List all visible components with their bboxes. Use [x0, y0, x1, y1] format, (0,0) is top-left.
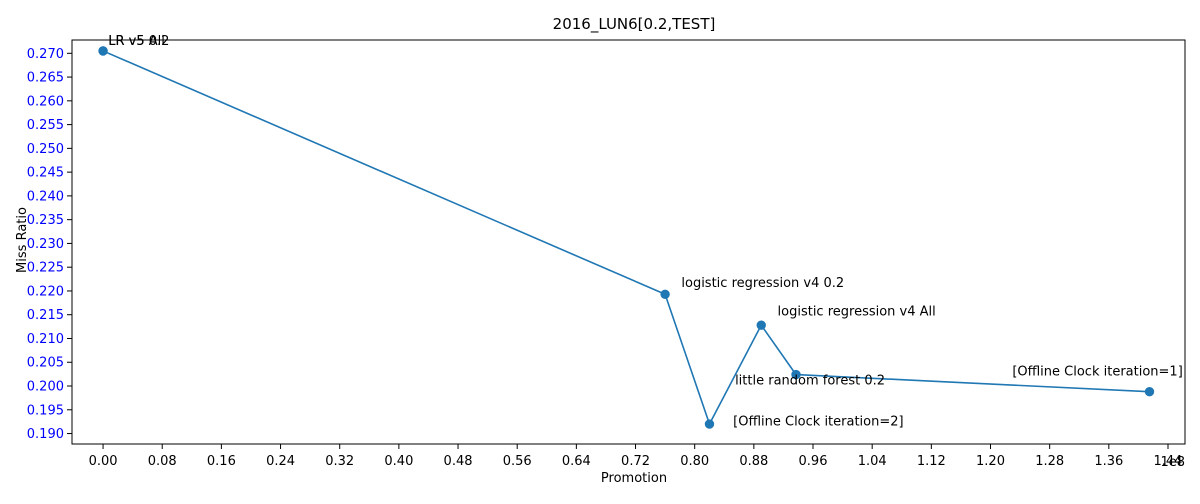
- x-axis-offset-text: 1e8: [1160, 455, 1185, 470]
- x-tick-label: 1.04: [858, 454, 887, 469]
- x-tick-label: 0.00: [89, 454, 118, 469]
- series-group: [98, 46, 1155, 429]
- y-tick-label: 0.260: [27, 94, 64, 109]
- x-tick-label: 0.96: [799, 454, 828, 469]
- chart-title: 2016_LUN6[0.2,TEST]: [553, 15, 716, 34]
- x-tick-label: 0.64: [562, 454, 591, 469]
- data-point: [756, 320, 766, 330]
- data-annotation: logistic regression v4 0.2: [681, 276, 844, 291]
- y-tick-label: 0.245: [27, 166, 64, 181]
- annotation-group: LR v5 0.2LR v5 All logistic regression v4…: [108, 34, 1183, 429]
- y-tick-label: 0.255: [27, 118, 64, 133]
- y-tick-label: 0.235: [27, 213, 64, 228]
- x-axis: 0.00 0.08 0.16 0.24 0.32 0.40 0.48 0.56 0.64 0.72…: [89, 444, 1183, 469]
- plot-area: [71, 39, 1186, 445]
- y-tick-label: 0.250: [27, 142, 64, 157]
- x-tick-label: 0.16: [207, 454, 236, 469]
- y-tick-label: 0.205: [27, 356, 64, 371]
- x-tick-label: 1.12: [917, 454, 946, 469]
- data-point: [98, 46, 108, 56]
- data-annotation: [Offline Clock iteration=1]: [1012, 365, 1182, 380]
- x-tick-label: 0.32: [325, 454, 354, 469]
- y-tick-label: 0.230: [27, 237, 64, 252]
- y-tick-label: 0.240: [27, 189, 64, 204]
- y-tick-label: 0.210: [27, 332, 64, 347]
- data-point: [1144, 387, 1155, 397]
- data-annotation: [Offline Clock iteration=2]: [733, 414, 903, 429]
- data-annotation: LR v5 All: [108, 34, 165, 49]
- y-tick-label: 0.190: [27, 427, 64, 442]
- x-tick-label: 0.88: [739, 454, 768, 469]
- data-point: [791, 369, 801, 380]
- y-tick-label: 0.200: [27, 380, 64, 395]
- x-tick-label: 0.80: [680, 454, 709, 469]
- x-tick-label: 0.48: [444, 454, 473, 469]
- plot-frame: [71, 39, 1186, 445]
- x-tick-label: 0.40: [384, 454, 413, 469]
- y-tick-label: 0.220: [27, 284, 64, 299]
- y-tick-label: 0.225: [27, 261, 64, 276]
- x-tick-label: 1.28: [1035, 454, 1064, 469]
- x-tick-label: 1.20: [976, 454, 1005, 469]
- y-axis-title: Miss Ratio: [15, 207, 30, 273]
- y-tick-label: 0.270: [27, 47, 64, 62]
- y-tick-label: 0.215: [27, 308, 64, 323]
- data-point: [704, 419, 715, 429]
- y-tick-label: 0.195: [27, 403, 64, 418]
- y-tick-label: 0.265: [27, 71, 64, 86]
- x-tick-label: 1.36: [1094, 454, 1123, 469]
- data-annotation: little random forest 0.2: [735, 374, 885, 389]
- data-point: [660, 289, 670, 299]
- x-tick-label: 0.72: [621, 454, 650, 469]
- x-tick-label: 0.56: [503, 454, 532, 469]
- x-tick-label: 1.44: [1154, 454, 1183, 469]
- data-annotation: logistic regression v4 All: [778, 305, 936, 320]
- y-axis: 0.190 0.195 0.200 0.205 0.210 0.215 0.220 0.225…: [27, 47, 72, 442]
- x-tick-label: 0.08: [148, 454, 177, 469]
- series-line: [102, 50, 1151, 425]
- x-tick-label: 0.24: [266, 454, 295, 469]
- data-annotation: LR v5 0.2: [108, 34, 169, 49]
- x-axis-title: Promotion: [601, 471, 667, 486]
